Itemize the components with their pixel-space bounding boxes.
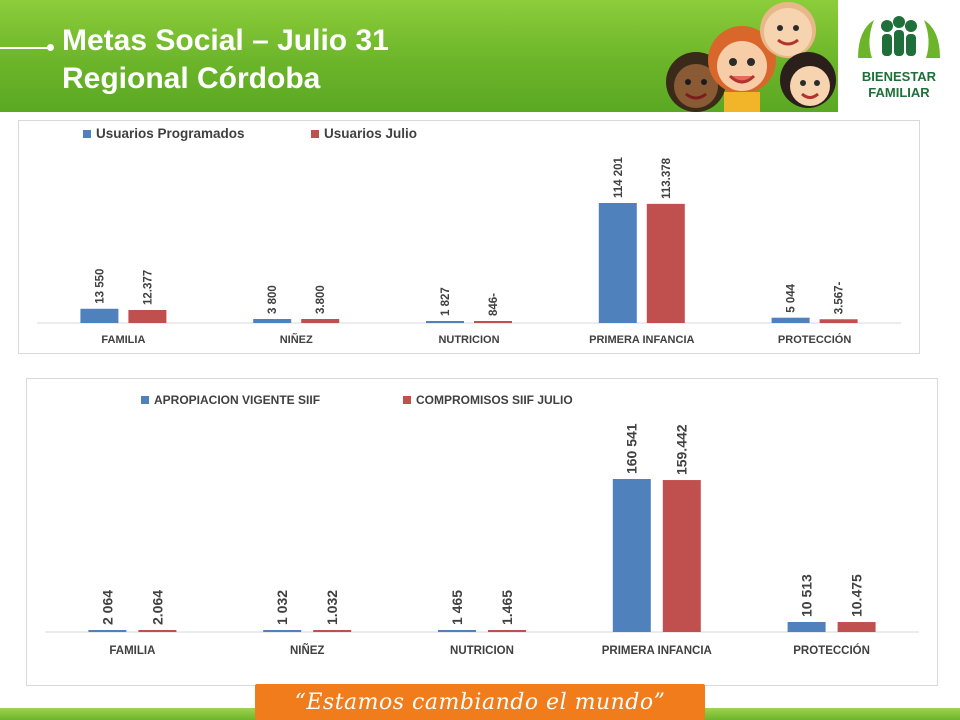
category-label-2-3: PRIMERA INFANCIA (602, 645, 712, 657)
bar-2-1-1 (313, 630, 352, 632)
bar-1-1-0 (128, 309, 167, 323)
legend-swatch-2-0 (141, 396, 149, 404)
bar-1-0-4 (771, 317, 810, 323)
title-line-2: Regional Córdoba (62, 62, 321, 95)
data-label-2-1-1: 1.032 (324, 590, 340, 625)
legend-label-1-0: Usuarios Programados (96, 126, 245, 141)
legend-label-2-1: COMPROMISOS SIIF JULIO (416, 393, 573, 407)
header-line-decoration (0, 47, 50, 49)
children-illustration (666, 2, 836, 112)
data-label-1-0-3: 114 201 (613, 156, 625, 198)
data-label-2-0-0: 2 064 (99, 590, 115, 625)
bar-2-1-2 (488, 630, 526, 632)
data-label-1-1-2: 846- (488, 293, 500, 316)
chart-users: Usuarios Programados Usuarios Julio 13 550… (37, 126, 901, 346)
bar-1-1-2 (474, 321, 512, 323)
bar-2-1-3 (662, 480, 701, 632)
data-label-2-1-0: 2.064 (149, 590, 165, 625)
bar-2-0-0 (88, 630, 127, 632)
data-label-1-0-4: 5 044 (786, 283, 798, 312)
data-label-1-1-0: 12.377 (142, 270, 154, 305)
category-label-2-1: NIÑEZ (290, 644, 325, 657)
bar-2-0-3 (612, 479, 651, 632)
category-label-2-4: PROTECCIÓN (793, 644, 870, 657)
category-label-1-2: NUTRICION (438, 334, 499, 346)
bar-2-0-4 (787, 621, 826, 632)
legend-swatch-2-1 (403, 396, 411, 404)
logo-text-bienestar: BIENESTAR (862, 69, 937, 84)
bar-1-0-0 (80, 308, 119, 323)
data-label-2-1-3: 159.442 (674, 424, 690, 475)
logo-text-familiar: FAMILIAR (868, 85, 930, 100)
logo-mark-icon: BIENESTAR FAMILIAR (858, 16, 940, 100)
legend-swatch-1-0 (83, 130, 91, 138)
data-label-1-0-0: 13 550 (94, 269, 106, 304)
legend-label-1-1: Usuarios Julio (324, 126, 417, 141)
page-title: Metas Social – Julio 31 Regional Córdoba (62, 22, 389, 98)
bar-2-0-2 (438, 630, 476, 632)
data-label-2-1-4: 10.475 (849, 574, 865, 617)
title-line-1: Metas Social – Julio 31 (62, 24, 389, 57)
slogan-banner: “Estamos cambiando el mundo” (255, 684, 705, 720)
bar-1-1-3 (646, 203, 685, 323)
category-label-1-1: NIÑEZ (280, 333, 313, 346)
slogan-text: “Estamos cambiando el mundo” (294, 689, 666, 715)
legend-swatch-1-1 (311, 130, 319, 138)
bar-2-0-1 (263, 630, 302, 632)
header-banner: Metas Social – Julio 31 Regional Córdoba (0, 0, 960, 112)
bar-1-1-1 (301, 319, 340, 323)
chart-users-box: Usuarios Programados Usuarios Julio 13 550… (18, 120, 920, 354)
data-label-1-0-1: 3 800 (267, 285, 279, 314)
data-label-1-1-4: 3.567- (834, 281, 846, 314)
legend-label-2-0: APROPIACION VIGENTE SIIF (154, 393, 320, 407)
bar-1-1-4 (819, 319, 858, 323)
bienestar-familiar-logo: BIENESTAR FAMILIAR (838, 0, 960, 112)
chart-budget: APROPIACION VIGENTE SIIF COMPROMISOS SIIF… (45, 393, 919, 657)
category-label-1-0: FAMILIA (101, 334, 145, 346)
data-label-2-0-4: 10 513 (799, 574, 815, 617)
data-label-1-1-3: 113.378 (661, 157, 673, 199)
data-label-2-0-1: 1 032 (274, 590, 290, 625)
category-label-2-0: FAMILIA (109, 645, 155, 657)
data-label-2-1-2: 1.465 (499, 590, 515, 625)
header-dot-decoration (47, 44, 54, 51)
category-label-1-3: PRIMERA INFANCIA (589, 334, 694, 346)
data-label-2-0-3: 160 541 (624, 423, 640, 474)
chart-budget-box: APROPIACION VIGENTE SIIF COMPROMISOS SIIF… (26, 378, 938, 686)
data-label-2-0-2: 1 465 (449, 590, 465, 625)
bar-1-0-2 (426, 321, 464, 323)
bar-2-1-4 (837, 622, 876, 632)
data-label-1-1-1: 3.800 (315, 285, 327, 314)
bar-2-1-0 (138, 630, 177, 632)
category-label-2-2: NUTRICION (450, 645, 514, 657)
data-label-1-0-2: 1 827 (440, 287, 452, 316)
bar-1-0-3 (598, 203, 637, 323)
bar-1-0-1 (253, 319, 292, 323)
category-label-1-4: PROTECCIÓN (778, 333, 851, 346)
